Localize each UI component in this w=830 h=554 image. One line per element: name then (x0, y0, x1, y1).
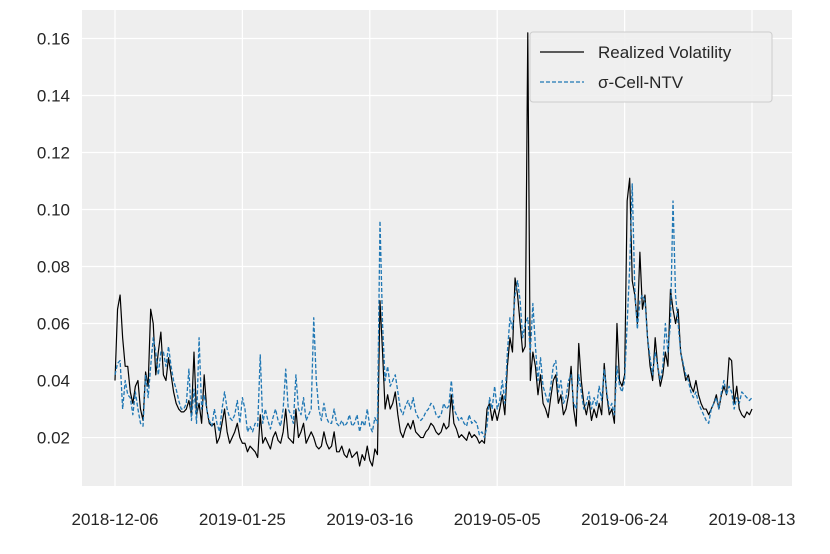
series-layer (114, 32, 753, 467)
x-tick-label: 2019-05-05 (454, 510, 541, 529)
x-tick-labels: 2018-12-06 2019-01-25 2019-03-16 2019-05-05… (72, 510, 796, 529)
grid-lines (82, 10, 792, 486)
y-tick-labels: 0.02 0.04 0.06 0.08 0.10 0.12 0.14 0.16 (37, 30, 70, 448)
y-tick-label: 0.06 (37, 315, 70, 334)
y-tick-label: 0.02 (37, 429, 70, 448)
series-line-sigma-cell-ntv (114, 183, 753, 439)
y-tick-label: 0.08 (37, 258, 70, 277)
legend-label-sigma-cell-ntv: σ-Cell-NTV (598, 73, 684, 92)
y-tick-label: 0.10 (37, 201, 70, 220)
x-tick-label: 2019-01-25 (199, 510, 286, 529)
y-tick-label: 0.14 (37, 87, 70, 106)
legend-box (529, 31, 773, 103)
y-tick-label: 0.04 (37, 372, 70, 391)
x-tick-label: 2018-12-06 (72, 510, 159, 529)
x-tick-label: 2019-08-13 (709, 510, 796, 529)
y-tick-label: 0.12 (37, 144, 70, 163)
y-tick-label: 0.16 (37, 30, 70, 49)
x-tick-label: 2019-03-16 (326, 510, 413, 529)
legend: Realized Volatility σ-Cell-NTV (529, 31, 773, 103)
x-tick-label: 2019-06-24 (581, 510, 668, 529)
legend-label-realized-volatility: Realized Volatility (598, 43, 732, 62)
